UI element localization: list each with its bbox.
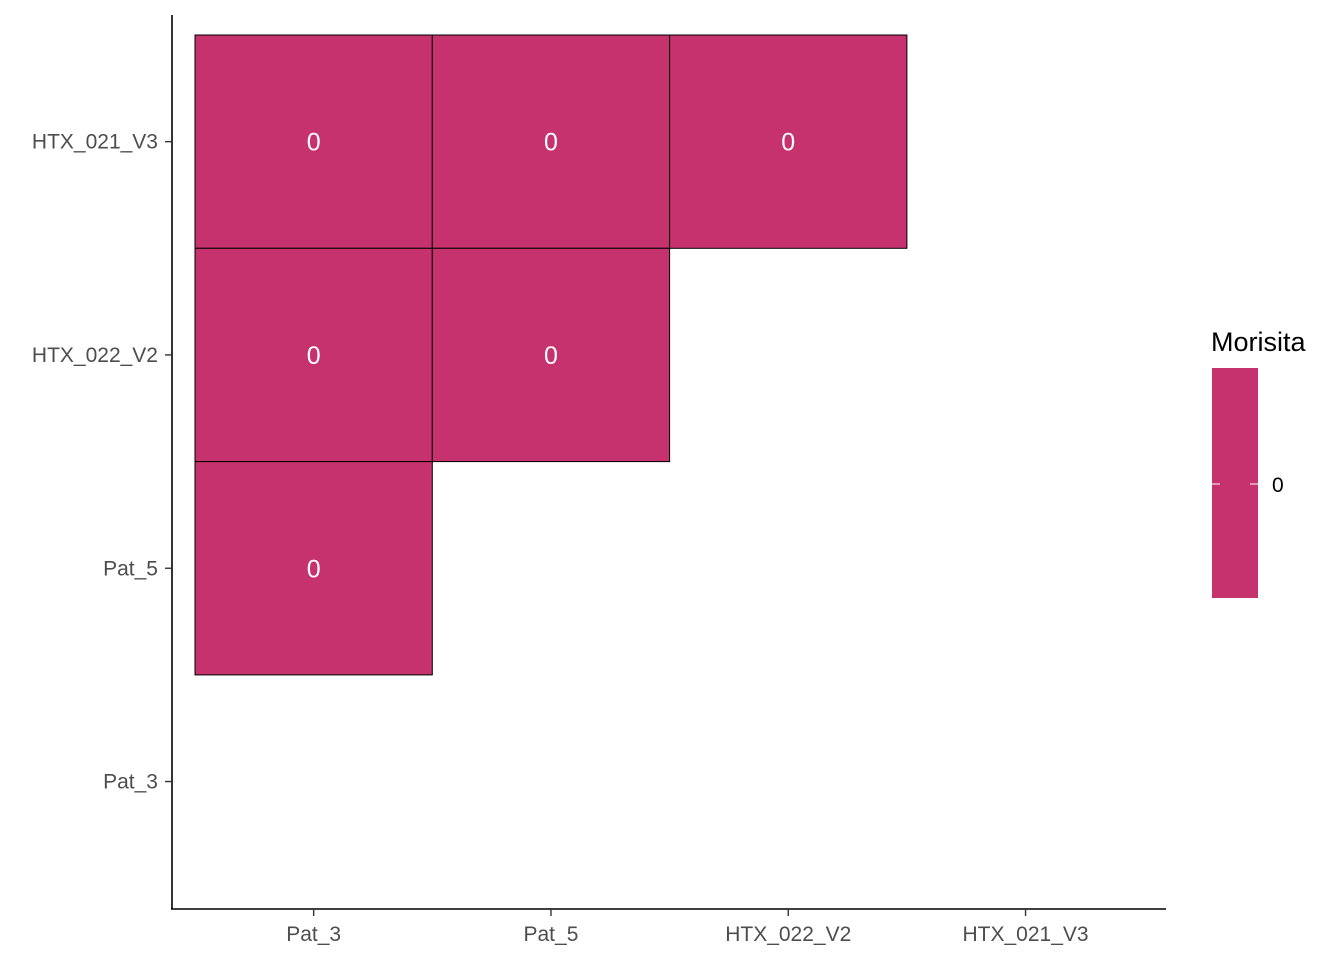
x-tick-label: HTX_022_V2 — [725, 923, 851, 946]
x-axis-ticks: Pat_3 Pat_5 HTX_022_V2 HTX_021_V3 — [286, 909, 1089, 946]
y-tick-label: Pat_5 — [103, 557, 158, 580]
legend-title: Morisita — [1211, 327, 1306, 357]
heatmap-cell — [194, 247, 433, 463]
heatmap-cell — [431, 34, 671, 249]
cell-value-label: 0 — [307, 129, 321, 157]
cell-value-label: 0 — [544, 342, 558, 370]
cell-value-label: 0 — [307, 342, 321, 370]
y-tick-label: Pat_3 — [103, 771, 158, 794]
legend: Morisita 0 — [1211, 327, 1306, 598]
heatmap-cell — [669, 34, 908, 249]
cell-value-label: 0 — [781, 129, 795, 157]
legend-label: 0 — [1272, 474, 1284, 497]
heatmap-cell — [431, 247, 671, 463]
legend-color-bar — [1212, 368, 1258, 598]
heatmap-cell-labels: 0 0 0 0 0 0 — [307, 129, 796, 584]
heatmap-cell — [194, 461, 433, 676]
y-tick-label: HTX_022_V2 — [32, 344, 158, 367]
heatmap-cells — [194, 34, 908, 676]
cell-value-label: 0 — [544, 129, 558, 157]
y-axis-ticks: Pat_3 Pat_5 HTX_022_V2 HTX_021_V3 — [32, 131, 172, 794]
x-tick-label: HTX_021_V3 — [963, 923, 1089, 946]
x-tick-label: Pat_5 — [524, 923, 579, 946]
cell-value-label: 0 — [307, 555, 321, 583]
y-tick-label: HTX_021_V3 — [32, 131, 158, 154]
heatmap-cell — [194, 34, 433, 249]
x-tick-label: Pat_3 — [286, 923, 341, 946]
